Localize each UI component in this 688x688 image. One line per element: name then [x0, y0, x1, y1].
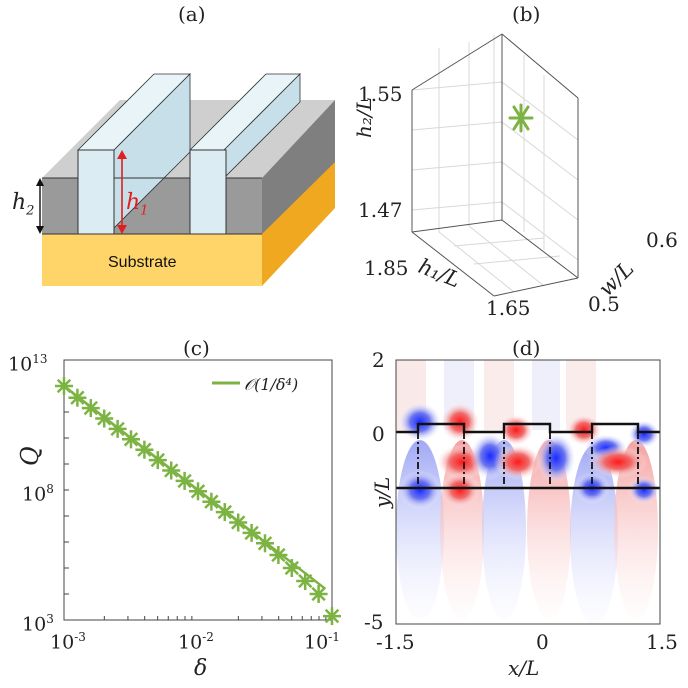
d-ytick-0: 0: [372, 422, 385, 446]
data-point: [162, 461, 181, 480]
data-point: [269, 546, 288, 564]
parameter-3d-plot: [411, 33, 579, 297]
q-xtick-3: 10-3: [50, 630, 86, 654]
panel-label-a: (a): [178, 2, 206, 26]
data-point: [175, 471, 194, 490]
data-point: [135, 440, 154, 459]
data-point: [108, 419, 127, 438]
data-point: [189, 482, 207, 501]
q-vs-delta-plot: 𝒪(1/δ⁴): [55, 359, 341, 626]
data-point: [256, 534, 274, 553]
substrate-label: Substrate: [108, 254, 177, 271]
panel-label-c: (c): [183, 336, 210, 360]
data-point: [309, 585, 328, 603]
panel-label-d: (d): [512, 336, 541, 360]
h1-label: h1: [126, 190, 149, 219]
q-xtick-2: 10-2: [178, 630, 214, 654]
q-ylabel: Q: [16, 446, 44, 466]
q-legend: 𝒪(1/δ⁴): [206, 366, 328, 400]
d-ylabel: y/L: [370, 476, 394, 508]
field-heatmap: [395, 359, 661, 625]
panel-label-b: (b): [512, 2, 541, 26]
parameter-marker: [508, 103, 534, 133]
slab-side: [262, 100, 335, 234]
data-point: [122, 430, 140, 449]
data-point: [282, 559, 301, 577]
data-point: [148, 451, 167, 470]
q-ytick-8: 108: [22, 482, 54, 506]
data-point: [215, 503, 234, 522]
waveguide-outline: [396, 422, 660, 490]
data-point: [242, 523, 261, 542]
d-xlabel: x/L: [508, 656, 540, 680]
substrate-front: [42, 234, 262, 286]
b-z-tick-2: 1.47: [358, 198, 403, 222]
b-y-tick-1: 0.6: [646, 228, 678, 252]
b-z-label: h₂/L: [352, 97, 376, 138]
q-xlabel: δ: [194, 656, 208, 681]
data-point: [296, 572, 315, 590]
data-point: [81, 399, 100, 418]
q-xtick-1: 10-1: [304, 630, 340, 654]
q-ytick-3: 103: [22, 612, 54, 636]
h2-label: h2: [12, 190, 35, 219]
ridge-2-front: [189, 149, 227, 235]
d-xtick-1.5: 1.5: [646, 630, 678, 654]
d-ytick-neg5: -5: [364, 610, 384, 634]
data-point: [323, 607, 341, 626]
b-x-tick-2: 1.65: [486, 296, 531, 320]
data-point: [229, 513, 248, 532]
data-point: [95, 409, 114, 428]
d-ytick-2: 2: [372, 348, 385, 372]
legend-label: 𝒪(1/δ⁴): [244, 375, 298, 394]
b-y-tick-2: 0.5: [588, 292, 620, 316]
data-point: [202, 492, 221, 511]
data-point: [55, 377, 73, 395]
b-x-tick-1: 1.85: [364, 256, 409, 280]
waveguide-schematic: [36, 73, 335, 286]
d-xtick-neg1.5: -1.5: [376, 630, 415, 654]
ridge-1-front: [77, 149, 115, 235]
data-point: [68, 388, 87, 407]
d-xtick-0: 0: [536, 630, 549, 654]
b-z-tick-1: 1.55: [358, 82, 403, 106]
heatmap-frame: [395, 359, 661, 625]
q-ytick-13: 1013: [8, 352, 48, 376]
